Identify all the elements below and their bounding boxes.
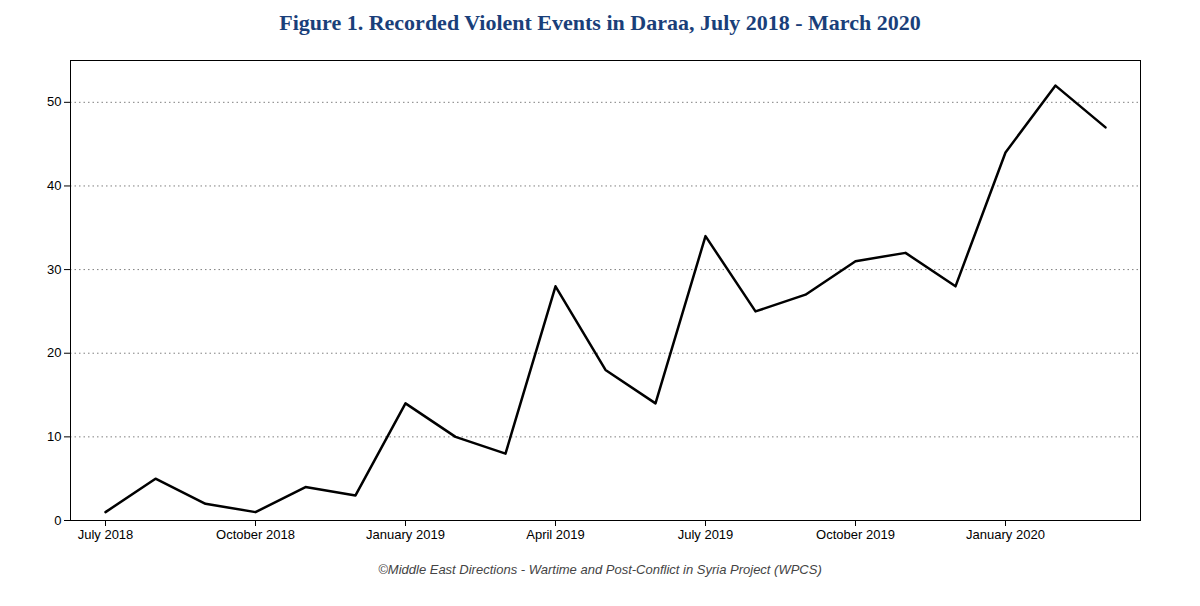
svg-text:January 2020: January 2020 [966,527,1045,542]
svg-text:January 2019: January 2019 [366,527,445,542]
html-text:©Middle East Directions - Wart: ©Middle East Directions - Wartime and Po… [378,562,822,577]
svg-text:10: 10 [47,429,61,444]
html-text:Figure 1. Recorded Violent Eve: Figure 1. Recorded Violent Events in Dar… [279,10,921,35]
svg-text:0: 0 [54,513,61,528]
svg-text:20: 20 [47,345,61,360]
svg-text:April 2019: April 2019 [526,527,585,542]
svg-text:October 2018: October 2018 [216,527,295,542]
svg-text:40: 40 [47,178,61,193]
svg-text:50: 50 [47,94,61,109]
svg-text:July 2019: July 2019 [678,527,734,542]
svg-text:July 2018: July 2018 [78,527,134,542]
svg-text:October 2019: October 2019 [816,527,895,542]
svg-text:30: 30 [47,262,61,277]
